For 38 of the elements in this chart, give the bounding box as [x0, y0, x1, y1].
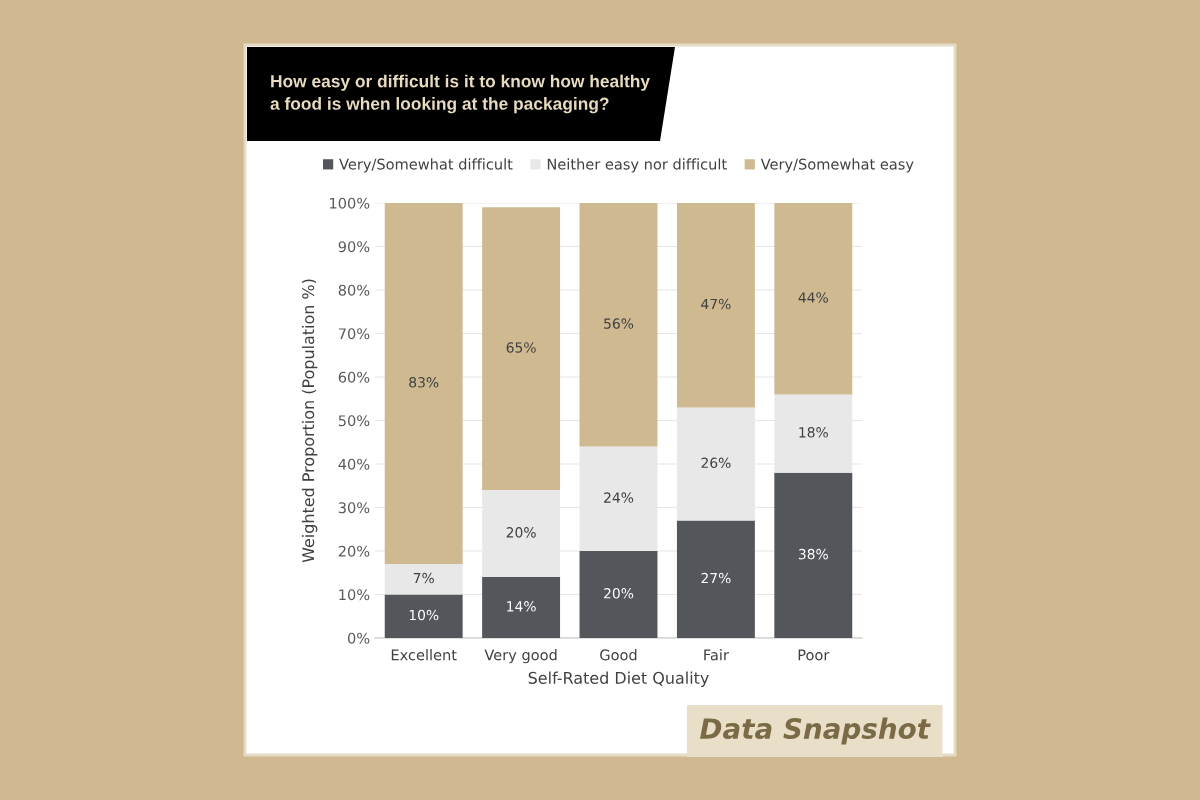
- data-label: 7%: [413, 572, 434, 584]
- y-tick-label: 30%: [338, 502, 370, 514]
- y-tick-label: 40%: [338, 458, 370, 470]
- data-label: 38%: [798, 548, 828, 560]
- x-axis-title: Self-Rated Diet Quality: [528, 671, 709, 688]
- y-axis-title: Weighted Proportion (Population %): [301, 279, 318, 563]
- text: Data Snapshot: [700, 717, 931, 745]
- legend-label: Very/Somewhat difficult: [339, 158, 513, 173]
- y-tick-label: 90%: [338, 241, 370, 253]
- data-label: 24%: [604, 492, 634, 503]
- data-label: 20%: [604, 588, 634, 599]
- chart-title: How easy or difficult is it to know how healthy a food is when looking at the packaging?: [270, 74, 650, 114]
- y-tick-label: 70%: [338, 328, 370, 340]
- y-tick-label: 10%: [339, 589, 370, 601]
- legend-label: Very/Somewhat easy: [760, 158, 914, 173]
- x-tick-label: Poor: [798, 649, 830, 661]
- x-tick-label: Fair: [704, 649, 729, 661]
- y-tick-label: 0%: [347, 632, 370, 644]
- data-label: 47%: [701, 298, 731, 310]
- y-tick-label: 50%: [338, 415, 370, 427]
- y-tick-label: 100%: [330, 197, 370, 209]
- x-tick-label: Very good: [484, 649, 557, 664]
- data-label: 10%: [409, 609, 439, 621]
- data-label: 26%: [701, 457, 731, 469]
- data-label: 18%: [799, 427, 828, 438]
- y-tick-label: 20%: [338, 545, 370, 557]
- data-label: 14%: [507, 601, 536, 612]
- data-label: 83%: [409, 377, 439, 388]
- legend-label: Neither easy nor difficult: [547, 158, 727, 173]
- x-tick-label: Excellent: [391, 649, 457, 661]
- data-label: 56%: [604, 318, 634, 329]
- data-label: 27%: [701, 572, 731, 584]
- y-tick-label: 60%: [338, 371, 370, 383]
- x-tick-label: Good: [600, 649, 637, 661]
- data-label: 65%: [506, 342, 536, 353]
- data-label: 20%: [506, 527, 536, 538]
- data-label: 44%: [798, 292, 828, 303]
- y-tick-label: 80%: [338, 284, 370, 296]
